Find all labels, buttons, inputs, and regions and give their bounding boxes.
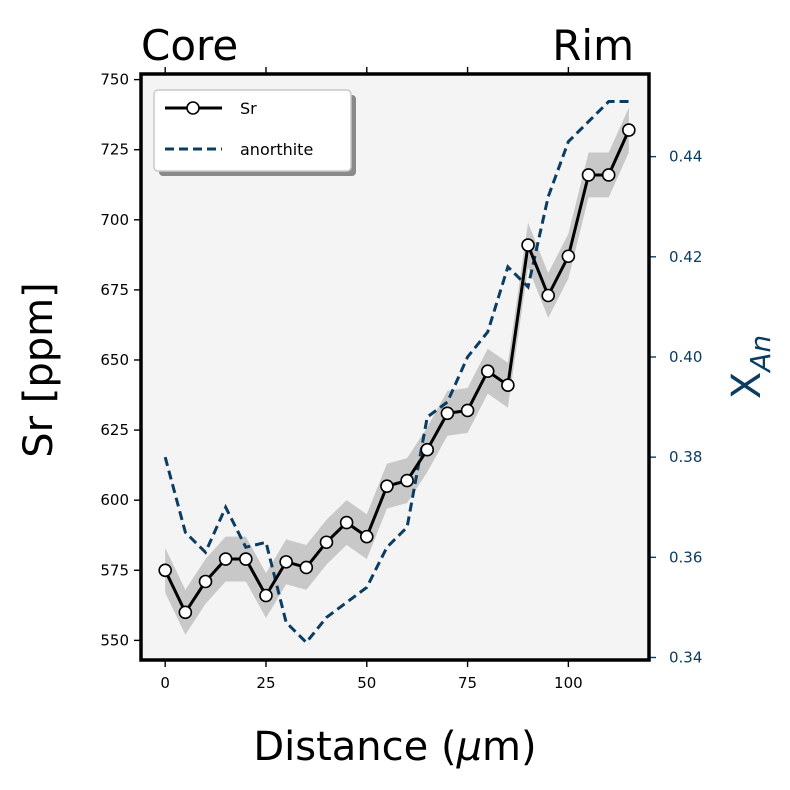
sr-point — [359, 529, 374, 544]
x-tick-label: 75 — [458, 674, 477, 692]
legend: Sr anorthite — [153, 89, 356, 176]
legend-anorthite-label: anorthite — [240, 140, 313, 159]
sr-point — [279, 555, 293, 569]
sr-point — [601, 168, 616, 182]
axis-ticks: 0 25 50 75 100 550 575 600 625 650 675 700 725 750 0.3… — [100, 67, 702, 692]
sr-point — [158, 563, 172, 578]
sr-point — [460, 403, 475, 418]
sr-point — [299, 560, 314, 575]
sr-point — [259, 588, 273, 603]
y-tick-label: 725 — [100, 141, 129, 159]
sr-point — [198, 574, 213, 589]
y-axis-label-right: XAn — [724, 335, 777, 399]
sr-point — [178, 605, 193, 620]
legend-sr-marker — [186, 101, 200, 115]
sr-point — [501, 378, 515, 393]
y-right-tick-label: 0.40 — [669, 348, 702, 366]
sr-point — [400, 473, 414, 488]
y-tick-label: 700 — [100, 211, 129, 229]
y-tick-label: 600 — [100, 491, 129, 509]
x-tick-label: 25 — [256, 674, 275, 692]
y-tick-label: 750 — [100, 71, 129, 89]
top-label-rim: Rim — [552, 21, 634, 70]
x-tick-label: 50 — [357, 674, 376, 692]
sr-point — [622, 123, 636, 137]
sr-point — [339, 515, 354, 530]
sr-point — [218, 552, 233, 566]
sr-point — [319, 535, 334, 550]
plot-frame — [139, 72, 651, 662]
sr-point — [561, 249, 576, 264]
y-tick-label: 625 — [100, 421, 129, 439]
y-right-tick-label: 0.34 — [669, 648, 702, 666]
sr-point — [521, 238, 535, 252]
x-tick-label: 0 — [160, 674, 170, 692]
y-tick-label: 675 — [100, 281, 129, 299]
y-axis-label-left: Sr [ppm] — [16, 282, 62, 458]
sr-point — [420, 442, 435, 457]
sr-point — [380, 479, 394, 493]
y-tick-label: 575 — [100, 561, 129, 579]
sr-point — [541, 288, 556, 303]
y-right-tick-label: 0.38 — [669, 448, 702, 466]
y-right-tick-label: 0.42 — [669, 248, 702, 266]
y-right-tick-label: 0.36 — [669, 548, 702, 566]
sr-point — [440, 406, 455, 421]
sr-point — [581, 168, 596, 182]
sr-point — [480, 364, 495, 379]
sr-point — [239, 552, 253, 566]
top-label-core: Core — [141, 21, 238, 70]
y-right-tick-label: 0.44 — [669, 148, 702, 166]
series-layer — [158, 100, 636, 645]
legend-sr-label: Sr — [240, 99, 257, 118]
legend-box — [153, 89, 352, 172]
y-tick-label: 550 — [100, 631, 129, 649]
x-tick-label: 100 — [554, 674, 583, 692]
x-axis-label: Distance (μm) — [253, 724, 536, 770]
y-tick-label: 650 — [100, 351, 129, 369]
